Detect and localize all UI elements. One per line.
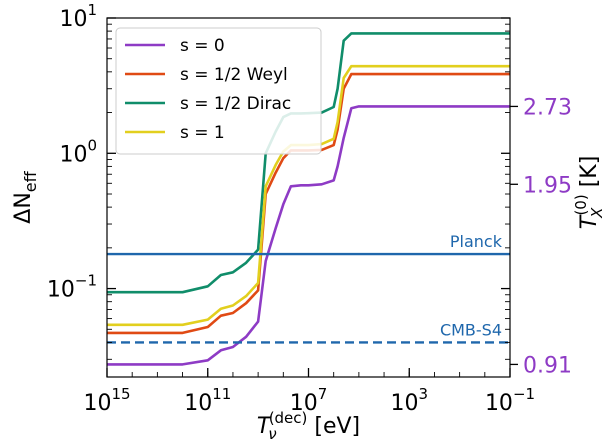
- y2-tick-label: 0.91: [523, 353, 572, 378]
- series-line-0: [107, 105, 510, 366]
- legend-box: [115, 27, 322, 155]
- y-tick-label: 10−1: [47, 272, 97, 303]
- x-tick-label: 1011: [184, 385, 231, 416]
- legend-label-0: s = 0: [180, 36, 225, 56]
- x-axis-title: Tν(dec) [eV]: [257, 409, 360, 443]
- x-tick-label: 107: [290, 385, 328, 416]
- y-axis-title: ΔNeff: [11, 170, 40, 223]
- y2-tick-label: 1.95: [523, 173, 572, 198]
- legend-label-1: s = 1/2 Weyl: [180, 65, 288, 85]
- legend: s = 0 s = 1/2 Weyl s = 1/2 Dirac s = 1: [115, 27, 322, 155]
- legend-label-2: s = 1/2 Dirac: [180, 94, 291, 114]
- reference-label-cmb-s4: CMB-S4: [440, 320, 502, 339]
- y2-axis-title: TX(0) [K]: [572, 156, 606, 230]
- y-tick-label: 101: [59, 1, 97, 32]
- x-tick-label: 10−1: [485, 385, 535, 416]
- x-tick-label: 1015: [83, 385, 130, 416]
- y-tick-label: 100: [59, 136, 97, 167]
- reference-label-planck: Planck: [450, 232, 503, 251]
- x-tick-label: 103: [390, 385, 428, 416]
- legend-label-3: s = 1: [180, 123, 225, 143]
- y2-tick-label: 2.73: [523, 95, 572, 120]
- reference-lines: Planck CMB-S4: [107, 232, 510, 344]
- axis-ticks: 1015 1011 107 103 10−1 101 100 10−1 2.73 1.95 0.91: [47, 1, 572, 416]
- axis-labels: ΔNeff Tν(dec) [eV] TX(0) [K]: [11, 156, 606, 443]
